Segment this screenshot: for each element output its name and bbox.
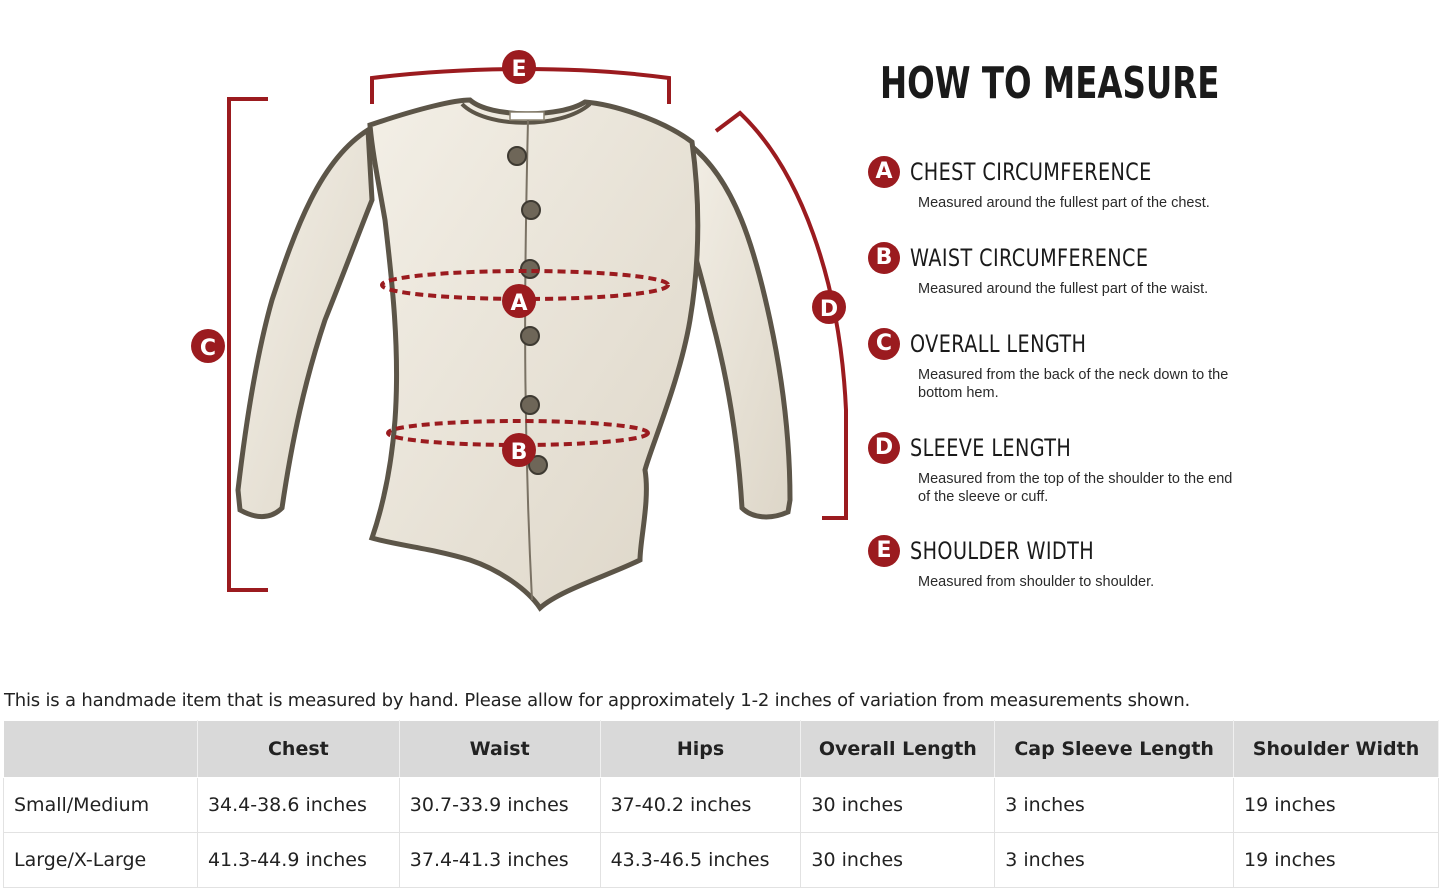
right-sleeve [675,140,793,520]
label-d-badge [812,290,846,324]
left-sleeve [235,125,375,519]
guide-desc-shoulder: Measured from shoulder to shoulder. [918,574,1155,590]
label-b-badge [502,433,536,467]
cell-hips: 43.3-46.5 inches [599,832,802,888]
garment-body [367,97,701,612]
cell-shoulder-width: 19 inches [1233,832,1439,888]
guide-badge-e: E [868,535,900,567]
label-c-badge [191,329,225,363]
length-bracket [227,97,268,592]
guide-heading-shoulder: SHOULDER WIDTH [910,537,1095,565]
header-overall-length: Overall Length [800,720,996,778]
cell-size: Small/Medium [3,777,198,833]
cell-size: Large/X-Large [3,832,198,888]
label-e: E [511,57,526,82]
garment-collar [460,102,592,125]
header-chest: Chest [196,720,400,778]
guide-heading-chest: CHEST CIRCUMFERENCE [910,158,1152,186]
cell-hips: 37-40.2 inches [599,777,802,833]
cell-overall-length: 30 inches [800,832,996,888]
label-d: D [820,297,838,322]
measure-guide: A B C D E HOW TO MEASURE A CHEST CIRCUMF… [191,50,1233,612]
guide-heading-length: OVERALL LENGTH [910,330,1087,358]
guide-desc-sleeve: Measured from the top of the shoulder to… [918,471,1233,505]
guide-title: HOW TO MEASURE [880,58,1220,109]
table-row: Small/Medium 34.4-38.6 inches 30.7-33.9 … [3,777,1439,833]
header-size [3,720,198,778]
variation-note: This is a handmade item that is measured… [4,690,1191,711]
label-b: B [511,440,528,465]
sleeve-bracket [714,110,848,520]
guide-desc-length: Measured from the back of the neck down … [918,367,1229,401]
size-table-header: Chest Waist Hips Overall Length Cap Slee… [3,720,1439,778]
guide-desc-chest: Measured around the fullest part of the … [918,195,1210,211]
cell-cap-sleeve-length: 3 inches [994,777,1235,833]
size-table: Chest Waist Hips Overall Length Cap Slee… [3,720,1439,888]
header-cap-sleeve-length: Cap Sleeve Length [994,720,1235,778]
guide-badge-d: D [868,432,900,464]
guide-badge-c: C [868,328,900,360]
guide-heading-waist: WAIST CIRCUMFERENCE [910,244,1149,272]
guide-desc-waist: Measured around the fullest part of the … [918,281,1209,297]
garment-buttons [507,146,548,475]
cell-waist: 30.7-33.9 inches [398,777,601,833]
cell-shoulder-width: 19 inches [1233,777,1439,833]
guide-badge-a: A [868,156,900,188]
header-hips: Hips [599,720,802,778]
label-a: A [510,291,527,316]
header-shoulder-width: Shoulder Width [1233,720,1439,778]
label-e-badge [502,50,536,84]
cell-overall-length: 30 inches [800,777,996,833]
garment-label-tag [509,111,545,121]
label-a-badge [502,284,536,318]
garment-diagram: A B C D E [191,50,848,612]
cell-chest: 41.3-44.9 inches [196,832,400,888]
cell-cap-sleeve-length: 3 inches [994,832,1235,888]
guide-badge-b: B [868,242,900,274]
guide-heading-sleeve: SLEEVE LENGTH [910,434,1072,462]
table-row: Large/X-Large 41.3-44.9 inches 37.4-41.3… [3,832,1439,888]
cell-waist: 37.4-41.3 inches [398,832,601,888]
cell-chest: 34.4-38.6 inches [196,777,400,833]
header-waist: Waist [398,720,601,778]
label-c: C [200,336,216,361]
